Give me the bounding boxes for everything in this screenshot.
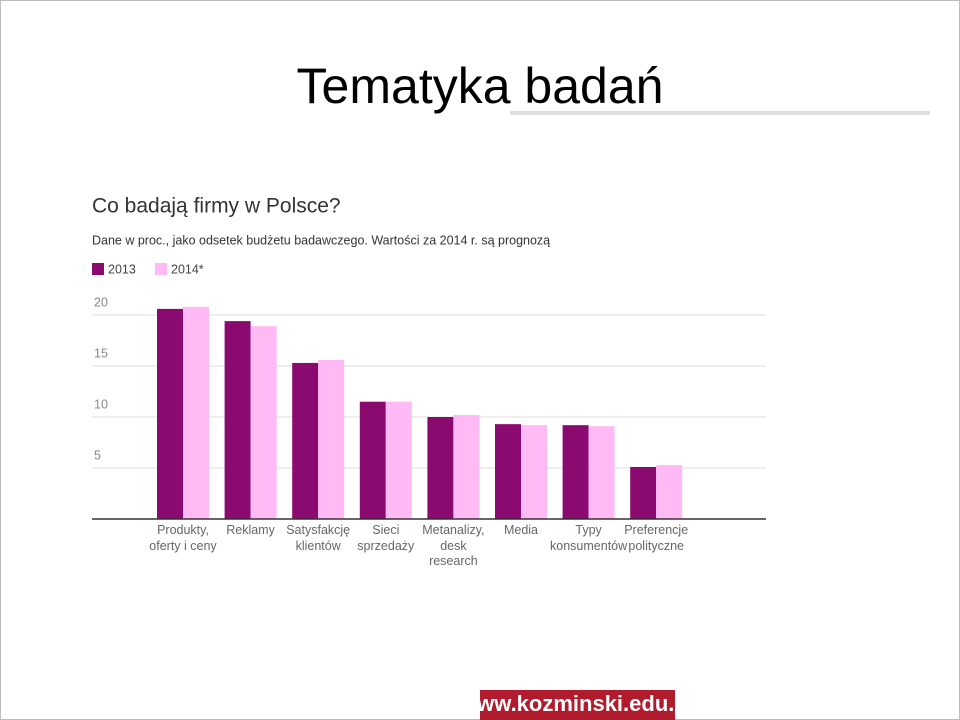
x-tick-label: Sieci sprzedaży — [357, 523, 415, 553]
y-tick-label: 10 — [94, 397, 108, 411]
x-tick-label: Typy konsumentów — [550, 523, 628, 553]
slide-title: Tematyka badań — [297, 58, 664, 114]
bar — [495, 424, 521, 519]
footer-box — [480, 690, 675, 720]
legend-label: 2013 — [108, 262, 136, 276]
legend-swatch — [155, 263, 167, 275]
bar — [292, 362, 319, 519]
bar — [453, 414, 480, 519]
bar — [562, 425, 589, 519]
x-tick-label: Media — [503, 523, 539, 537]
x-tick-label: Reklamy — [226, 523, 275, 537]
footer: www.kozminski.edu.pl — [459, 691, 694, 716]
bar — [250, 326, 277, 519]
bar — [427, 417, 454, 519]
bar — [521, 425, 547, 519]
bar — [224, 321, 251, 519]
y-tick-label: 5 — [94, 448, 101, 462]
y-tick-label: 15 — [94, 346, 108, 360]
bar — [318, 359, 345, 519]
x-tick-label: Metanalizy, desk research — [422, 523, 485, 568]
x-tick-label: Satysfakcję klientów — [286, 523, 351, 553]
chart-title: Co badają firmy w Polsce? — [92, 195, 341, 218]
bar — [385, 401, 412, 519]
y-tick-label: 20 — [94, 295, 108, 309]
x-tick-label: Produkty, oferty i ceny — [149, 523, 217, 553]
bar — [630, 466, 657, 519]
bar — [157, 308, 183, 519]
x-tick-label: Preferencje polityczne — [624, 523, 689, 553]
legend-swatch — [92, 263, 104, 275]
bar — [656, 464, 683, 519]
legend-label: 2014* — [171, 262, 204, 276]
bar — [359, 401, 386, 519]
chart-subtitle: Dane w proc., jako odsetek budżetu badaw… — [92, 233, 550, 247]
bar — [183, 306, 209, 519]
bar — [588, 426, 615, 519]
